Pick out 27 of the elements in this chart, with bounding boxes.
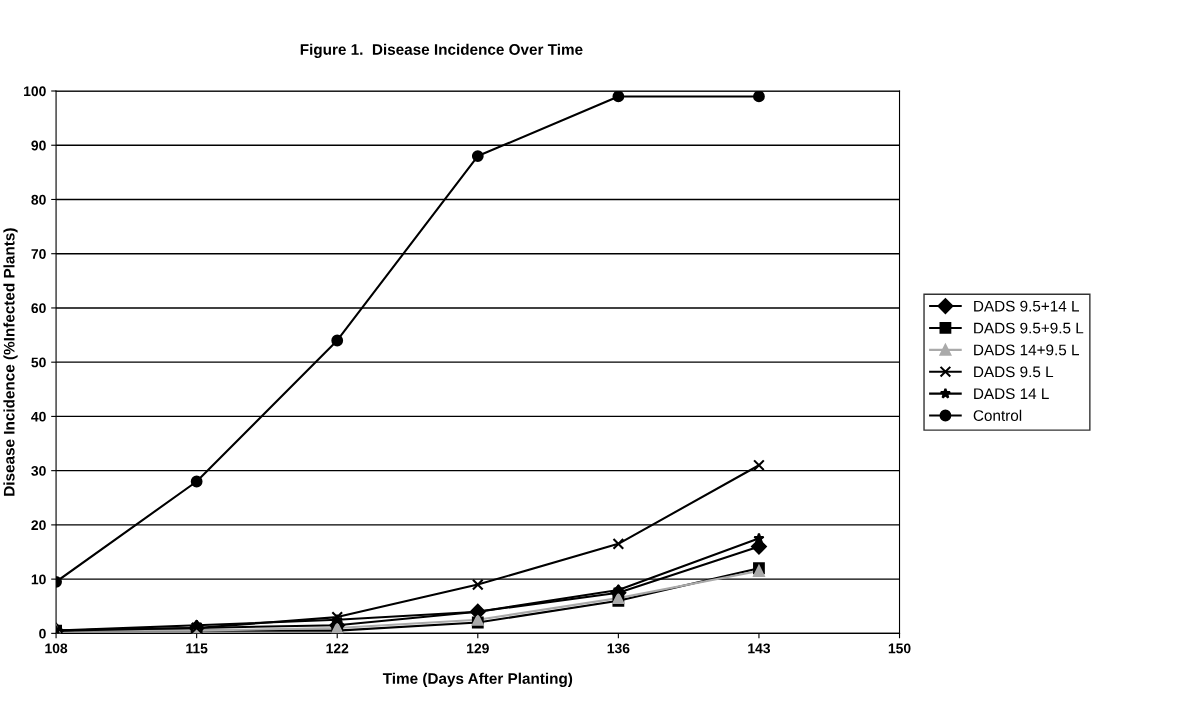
x-tick-label: 115 [186, 643, 208, 654]
y-tick-label: 0 [39, 628, 46, 639]
y-tick-label: 40 [31, 411, 46, 422]
legend-label: DADS 9.5+9.5 L [974, 322, 1084, 334]
legend-label: Control [973, 409, 1022, 421]
y-tick-label: 70 [31, 249, 46, 259]
legend-label: DADS 9.5+14 L [974, 300, 1079, 312]
legend-label: DADS 9.5 L [974, 366, 1054, 378]
y-tick-label: 10 [31, 574, 46, 585]
x-tick-label: 108 [45, 643, 68, 654]
x-tick-label: 136 [607, 643, 630, 654]
legend-label: DADS 14+9.5 L [974, 344, 1079, 356]
y-tick-label: 100 [24, 86, 46, 97]
y-tick-label: 50 [31, 357, 46, 368]
y-tick-label: 20 [31, 520, 46, 531]
chart-title: Figure 1. Disease Incidence Over Time [300, 43, 583, 58]
y-tick-label: 30 [31, 465, 46, 476]
x-tick-label: 150 [888, 643, 911, 654]
legend-label: DADS 14 L [974, 388, 1049, 400]
y-tick-label: 90 [31, 140, 46, 151]
x-tick-label: 143 [748, 643, 771, 654]
y-tick-label: 60 [31, 303, 46, 314]
y-tick-label: 80 [31, 194, 46, 205]
x-tick-label: 129 [467, 643, 489, 654]
x-axis-title: Time (Days After Planting) [382, 672, 573, 687]
x-tick-label: 122 [326, 643, 349, 654]
y-axis-title: Disease Incidence (%Infected Plants) [3, 228, 18, 496]
